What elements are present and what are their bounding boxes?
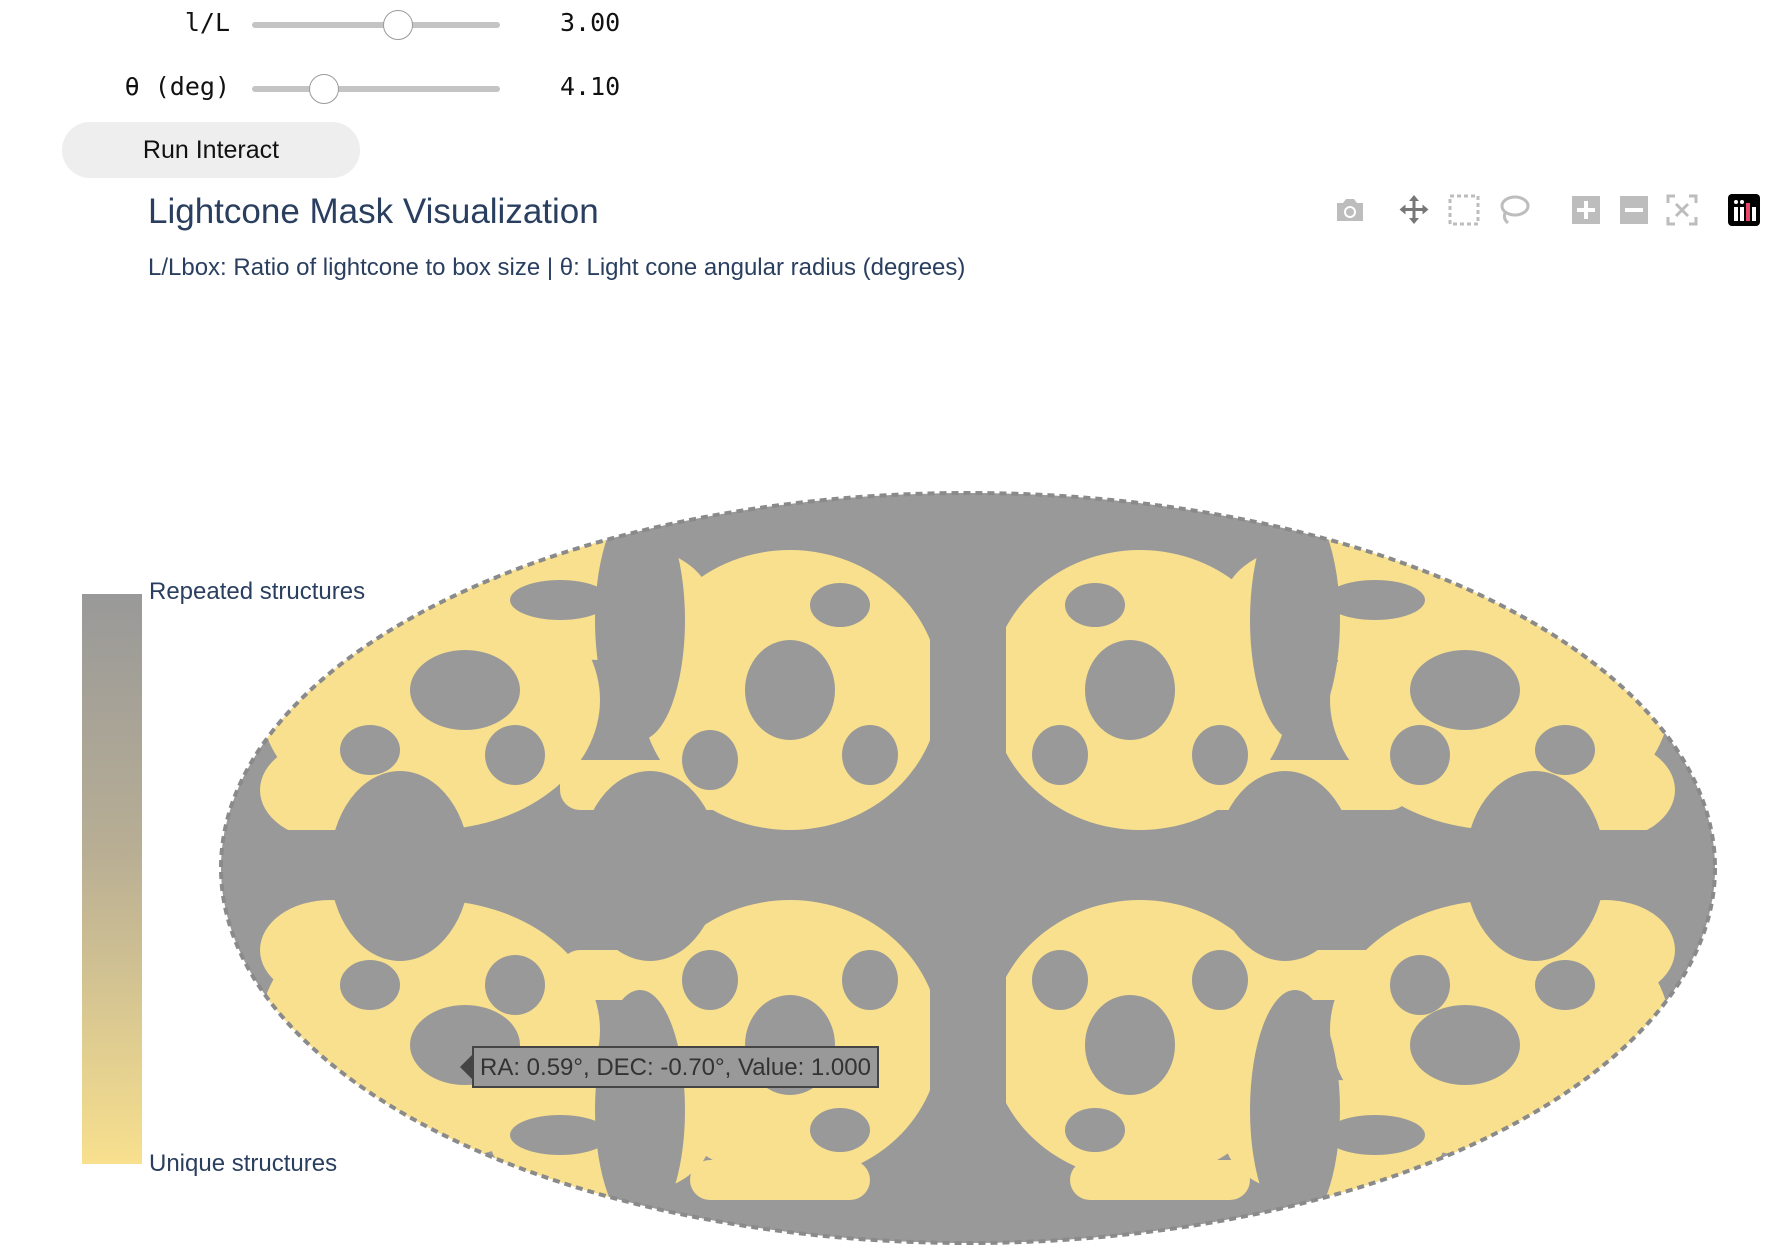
repeated-region (1465, 771, 1605, 961)
repeated-region (1535, 960, 1595, 1010)
pan-icon[interactable] (1394, 190, 1434, 230)
slider-label: l/L (184, 8, 230, 37)
repeated-region (1192, 725, 1248, 785)
repeated-region (1192, 950, 1248, 1010)
repeated-region (1390, 955, 1450, 1015)
repeated-region (595, 500, 685, 740)
repeated-region (745, 640, 835, 740)
plotly-logo-icon[interactable] (1724, 190, 1764, 230)
repeated-region (1085, 995, 1175, 1095)
hover-tooltip: RA: 0.59°, DEC: -0.70°, Value: 1.000 (472, 1046, 879, 1088)
repeated-region (340, 725, 400, 775)
repeated-region (1065, 583, 1125, 627)
repeated-region (330, 771, 470, 961)
repeated-region (1085, 640, 1175, 740)
unique-region (560, 950, 800, 1000)
repeated-region (1215, 771, 1355, 961)
unique-region (1070, 1160, 1250, 1200)
lasso-select-icon[interactable] (1494, 190, 1534, 230)
slider-label: θ (deg) (124, 72, 230, 101)
map-outline (219, 491, 1717, 1245)
autoscale-icon[interactable] (1662, 190, 1702, 230)
colorbar (82, 594, 142, 1164)
unique-region (690, 1160, 870, 1200)
slider-row-l-over-L: l/L 3.00 (0, 4, 700, 44)
repeated-region (1410, 1005, 1520, 1085)
repeated-region (1032, 950, 1088, 1010)
repeated-region (1032, 725, 1088, 785)
slider-value: 4.10 (560, 72, 621, 101)
repeated-region (682, 730, 738, 790)
plot-title: Lightcone Mask Visualization (148, 192, 599, 231)
repeated-region (510, 1115, 610, 1155)
colorbar-top-label: Repeated structures (149, 578, 366, 605)
slider-handle[interactable] (308, 74, 339, 104)
interact-controls: l/L 3.00 θ (deg) 4.10 Run Interact (0, 0, 700, 200)
repeated-region (810, 1108, 870, 1152)
plot-subtitle: L/Lbox: Ratio of lightcone to box size |… (148, 254, 966, 281)
repeated-region (810, 583, 870, 627)
repeated-region (682, 950, 738, 1010)
colorbar-bottom-label: Unique structures (149, 1150, 338, 1177)
mollweide-map[interactable] (200, 480, 1740, 1258)
repeated-region (842, 725, 898, 785)
repeated-region (1325, 580, 1425, 620)
zoom-out-icon[interactable] (1614, 190, 1654, 230)
repeated-region (842, 950, 898, 1010)
repeated-region (1390, 725, 1450, 785)
repeated-region (580, 771, 720, 961)
repeated-region (410, 650, 520, 730)
repeated-region (595, 990, 685, 1230)
tooltip-arrow (460, 1054, 473, 1080)
slider-track[interactable] (252, 10, 500, 40)
zoom-in-icon[interactable] (1566, 190, 1606, 230)
slider-row-theta: θ (deg) 4.10 (0, 68, 700, 108)
slider-handle[interactable] (383, 10, 414, 40)
repeated-region (1325, 1115, 1425, 1155)
run-interact-button[interactable]: Run Interact (62, 122, 360, 178)
box-select-icon[interactable] (1444, 190, 1484, 230)
plot-modebar (1330, 190, 1760, 234)
slider-value: 3.00 (560, 8, 621, 37)
repeated-region (1535, 725, 1595, 775)
repeated-region (1410, 650, 1520, 730)
repeated-region (1250, 500, 1340, 740)
repeated-region (1065, 1108, 1125, 1152)
repeated-region (340, 960, 400, 1010)
slider-track[interactable] (252, 74, 500, 104)
camera-icon[interactable] (1330, 190, 1370, 230)
repeated-region (510, 580, 610, 620)
repeated-region (485, 955, 545, 1015)
repeated-region (1250, 990, 1340, 1230)
repeated-region (485, 725, 545, 785)
